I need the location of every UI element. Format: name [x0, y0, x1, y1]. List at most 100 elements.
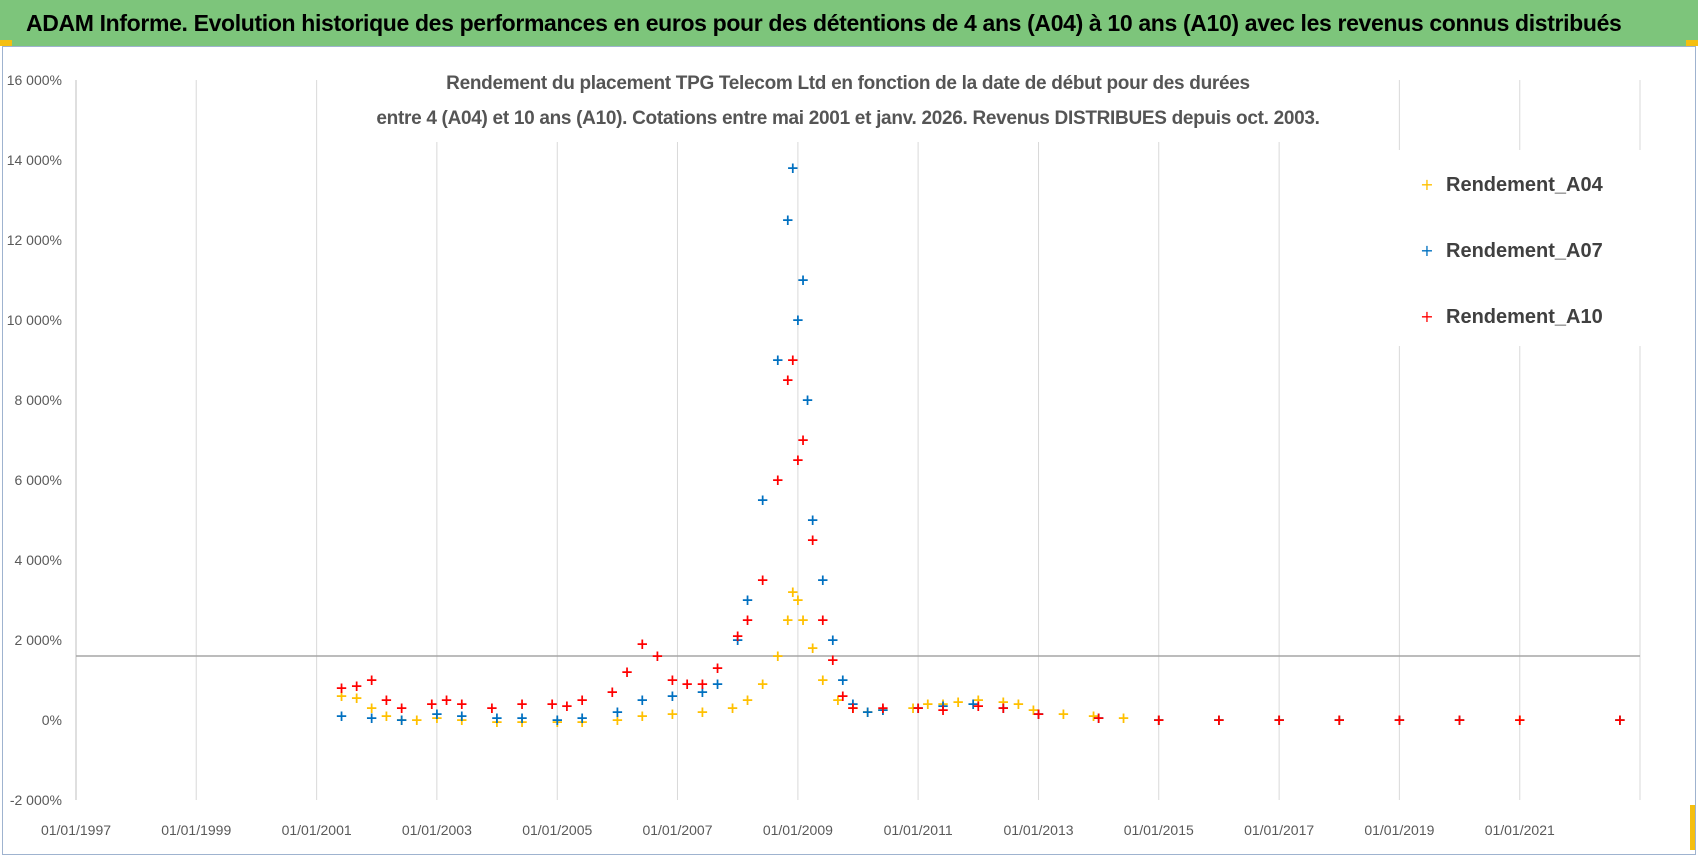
data-point: +: [1393, 711, 1406, 729]
data-point: +: [741, 691, 754, 709]
data-point: +: [1393, 711, 1406, 729]
data-point: +: [1117, 709, 1130, 727]
data-point: +: [792, 591, 805, 609]
data-point: +: [486, 699, 499, 717]
data-point: +: [1333, 711, 1346, 729]
series-rendement-a04: + ++ + + + + + + + + + + + + + + ++++++++++ + + + + + + + + + + + + +…: [335, 583, 1626, 731]
x-tick-label: 01/01/1999: [161, 822, 231, 838]
chart-title-line-2: entre 4 (A04) et 10 ans (A10). Cotations…: [376, 108, 1319, 129]
x-tick-label: 01/01/2011: [884, 822, 953, 838]
data-point: +: [636, 691, 649, 709]
data-point: +: [576, 713, 589, 731]
data-point: +: [621, 663, 634, 681]
data-point: +: [786, 159, 799, 177]
data-point: +: [1032, 705, 1045, 723]
legend-marker-a04: +: [1420, 175, 1433, 194]
data-point: +: [816, 611, 829, 629]
corner-marker-right: [1690, 805, 1695, 850]
data-point: +: [756, 571, 769, 589]
data-point: +: [491, 709, 504, 727]
data-point: +: [491, 713, 504, 731]
data-point: +: [380, 707, 393, 725]
legend: + Rendement_A04 + Rendement_A07 + Rendem…: [1420, 174, 1603, 328]
data-point: +: [365, 699, 378, 717]
data-point: +: [877, 701, 890, 719]
data-point: +: [1614, 711, 1627, 729]
data-point: +: [741, 591, 754, 609]
data-point: +: [792, 311, 805, 329]
data-point: +: [636, 707, 649, 725]
y-tick-label: 14 000%: [7, 152, 62, 168]
data-point: +: [786, 583, 799, 601]
data-point: +: [410, 711, 423, 729]
data-point: +: [772, 351, 785, 369]
data-point: +: [516, 713, 529, 731]
legend-background: [1384, 150, 1644, 346]
data-point: +: [611, 703, 624, 721]
data-point: +: [756, 491, 769, 509]
data-point: +: [1152, 711, 1165, 729]
data-point: +: [440, 691, 453, 709]
data-point: +: [1092, 709, 1105, 727]
data-point: +: [801, 391, 814, 409]
data-point: +: [1213, 711, 1226, 729]
data-point: +: [837, 671, 850, 689]
x-axis-ticks: 01/01/1997 01/01/1999 01/01/2001 01/01/2003…: [41, 822, 1555, 838]
data-point: +: [606, 683, 619, 701]
data-point: +: [335, 707, 348, 725]
data-point: +: [546, 695, 559, 713]
data-point: +: [816, 571, 829, 589]
banner: ADAM Informe. Evolution historique des p…: [0, 0, 1698, 46]
data-point: +: [611, 711, 624, 729]
data-point: +: [782, 211, 795, 229]
data-point: +: [551, 713, 564, 731]
data-point: +: [1333, 711, 1346, 729]
data-point: +: [1614, 711, 1627, 729]
data-point: +: [997, 699, 1010, 717]
data-point: +: [666, 687, 679, 705]
x-tick-label: 01/01/2021: [1485, 822, 1555, 838]
data-point: +: [455, 695, 468, 713]
data-point: +: [365, 709, 378, 727]
data-point: +: [516, 695, 529, 713]
x-tick-label: 01/01/2009: [763, 822, 833, 838]
y-tick-label: 4 000%: [15, 552, 62, 568]
data-point: +: [696, 683, 709, 701]
data-point: +: [455, 711, 468, 729]
data-point: +: [696, 675, 709, 693]
data-point: +: [792, 451, 805, 469]
data-point: +: [827, 631, 840, 649]
data-point: +: [816, 671, 829, 689]
data-point: +: [1213, 711, 1226, 729]
x-tick-label: 01/01/1997: [41, 822, 111, 838]
legend-label-a07: Rendement_A07: [1446, 240, 1603, 262]
legend-label-a10: Rendement_A10: [1446, 306, 1603, 328]
data-point: +: [997, 699, 1010, 717]
data-point: +: [1513, 711, 1526, 729]
data-point: +: [832, 691, 845, 709]
data-point: +: [877, 701, 890, 719]
data-point: +: [907, 699, 920, 717]
data-point: +: [666, 705, 679, 723]
data-point: +: [1213, 711, 1226, 729]
x-tick-label: 01/01/2017: [1244, 822, 1314, 838]
data-point: +: [972, 697, 985, 715]
data-point: +: [837, 687, 850, 705]
data-point: +: [561, 697, 574, 715]
data-point: +: [666, 671, 679, 689]
data-point: +: [1453, 711, 1466, 729]
data-point: +: [782, 371, 795, 389]
data-point: +: [1393, 711, 1406, 729]
legend-label-a04: Rendement_A04: [1446, 174, 1604, 196]
data-point: +: [797, 271, 810, 289]
data-point: +: [1012, 695, 1025, 713]
chart-frame: [2, 46, 1696, 855]
data-point: +: [1152, 711, 1165, 729]
data-point: +: [861, 703, 874, 721]
data-series: + ++ + + + + + + + + + + + + + + ++++++++++ + + + + + + + + + + + + +…: [335, 159, 1626, 731]
data-point: +: [861, 703, 874, 721]
data-point: +: [576, 709, 589, 727]
legend-marker-a10: +: [1420, 307, 1433, 326]
data-point: +: [782, 611, 795, 629]
data-point: +: [350, 677, 363, 695]
